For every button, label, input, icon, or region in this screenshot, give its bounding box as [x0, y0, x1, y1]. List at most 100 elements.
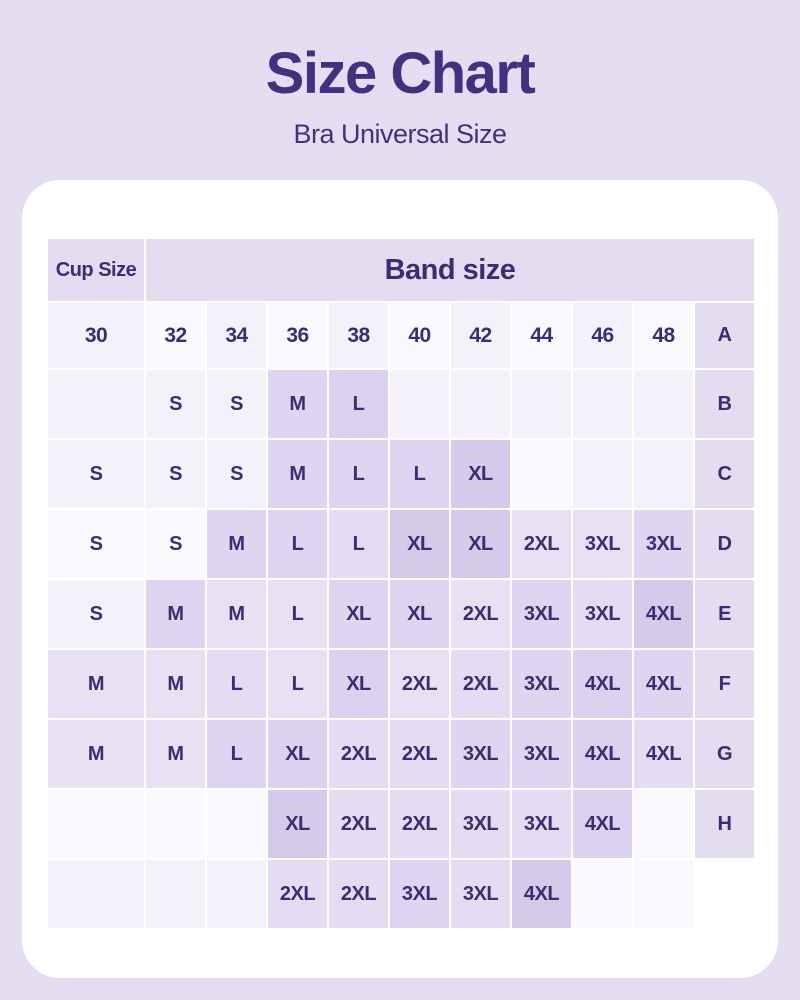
size-cell: 4XL — [634, 720, 693, 788]
size-cell — [634, 370, 693, 438]
size-cell: 3XL — [451, 720, 510, 788]
band-size-column-header: 44 — [512, 303, 571, 368]
size-cell — [207, 790, 266, 858]
size-cell: M — [207, 510, 266, 578]
size-cell — [634, 440, 693, 508]
size-cell: XL — [451, 510, 510, 578]
size-cell: 2XL — [451, 650, 510, 718]
size-cell: L — [207, 720, 266, 788]
size-cell — [48, 790, 144, 858]
size-cell: XL — [390, 580, 449, 648]
cup-row-label: H — [695, 790, 754, 858]
size-cell — [634, 860, 693, 928]
size-cell: XL — [268, 720, 327, 788]
size-cell: 2XL — [390, 790, 449, 858]
cup-row-label: B — [695, 370, 754, 438]
size-cell: M — [146, 720, 205, 788]
size-cell — [146, 790, 205, 858]
size-cell: XL — [329, 580, 388, 648]
size-cell: 3XL — [573, 510, 632, 578]
page-subtitle: Bra Universal Size — [293, 119, 507, 149]
size-cell: 3XL — [573, 580, 632, 648]
cup-row-label: F — [695, 650, 754, 718]
size-cell — [573, 440, 632, 508]
size-cell: L — [268, 580, 327, 648]
size-cell: 3XL — [451, 790, 510, 858]
size-cell: 2XL — [390, 650, 449, 718]
size-cell: M — [48, 650, 144, 718]
page-title: Size Chart — [265, 41, 536, 106]
band-size-column-header: 42 — [451, 303, 510, 368]
size-cell — [48, 370, 144, 438]
size-cell: XL — [451, 440, 510, 508]
size-cell: L — [329, 440, 388, 508]
size-cell: M — [268, 370, 327, 438]
cup-row-label: A — [695, 303, 754, 368]
band-size-header: Band size — [146, 239, 754, 301]
size-cell: M — [48, 720, 144, 788]
size-cell: 3XL — [634, 510, 693, 578]
size-cell: 3XL — [512, 650, 571, 718]
size-cell: 4XL — [573, 720, 632, 788]
size-cell: 2XL — [451, 580, 510, 648]
size-cell: 2XL — [329, 860, 388, 928]
size-cell — [146, 860, 205, 928]
size-cell: M — [146, 580, 205, 648]
cup-row-label: C — [695, 440, 754, 508]
size-cell: 3XL — [451, 860, 510, 928]
size-cell: XL — [329, 650, 388, 718]
size-cell: 3XL — [390, 860, 449, 928]
cup-row-label: E — [695, 580, 754, 648]
band-size-column-header: 48 — [634, 303, 693, 368]
size-cell: 2XL — [329, 720, 388, 788]
cup-row-label: G — [695, 720, 754, 788]
size-cell — [573, 860, 632, 928]
size-cell — [451, 370, 510, 438]
size-cell: 3XL — [512, 720, 571, 788]
size-cell: S — [207, 370, 266, 438]
size-cell: S — [146, 370, 205, 438]
size-cell: S — [48, 440, 144, 508]
size-cell: 2XL — [512, 510, 571, 578]
size-cell — [634, 790, 693, 858]
band-size-column-header: 36 — [268, 303, 327, 368]
size-cell: 2XL — [329, 790, 388, 858]
cup-row-label: D — [695, 510, 754, 578]
size-cell — [390, 370, 449, 438]
size-cell: L — [268, 510, 327, 578]
size-cell: S — [48, 510, 144, 578]
size-cell — [48, 860, 144, 928]
size-cell: 3XL — [512, 580, 571, 648]
size-cell: S — [207, 440, 266, 508]
size-table: Band size Cup Size 30 32 34 36 38 40 42 44 46 48 A S… — [48, 239, 754, 928]
size-cell: L — [329, 370, 388, 438]
size-cell: 3XL — [512, 790, 571, 858]
band-size-column-header: 30 — [48, 303, 144, 368]
size-cell: 2XL — [390, 720, 449, 788]
band-size-column-header: 32 — [146, 303, 205, 368]
size-cell: S — [146, 440, 205, 508]
size-cell: XL — [268, 790, 327, 858]
size-cell: 4XL — [634, 580, 693, 648]
size-cell: L — [390, 440, 449, 508]
band-size-column-header: 38 — [329, 303, 388, 368]
size-chart-card: Band size Cup Size 30 32 34 36 38 40 42 44 46 48 A S… — [22, 180, 778, 978]
size-cell: 4XL — [573, 650, 632, 718]
size-cell: L — [207, 650, 266, 718]
size-cell: 4XL — [634, 650, 693, 718]
size-cell: S — [48, 580, 144, 648]
size-cell — [512, 370, 571, 438]
size-cell — [573, 370, 632, 438]
size-cell: S — [146, 510, 205, 578]
size-cell: L — [329, 510, 388, 578]
size-cell: 2XL — [268, 860, 327, 928]
band-size-column-header: 46 — [573, 303, 632, 368]
cup-size-header: Cup Size — [48, 239, 144, 301]
size-cell: 4XL — [512, 860, 571, 928]
size-cell: M — [207, 580, 266, 648]
band-size-column-header: 40 — [390, 303, 449, 368]
size-cell: XL — [390, 510, 449, 578]
size-cell — [512, 440, 571, 508]
size-cell: L — [268, 650, 327, 718]
